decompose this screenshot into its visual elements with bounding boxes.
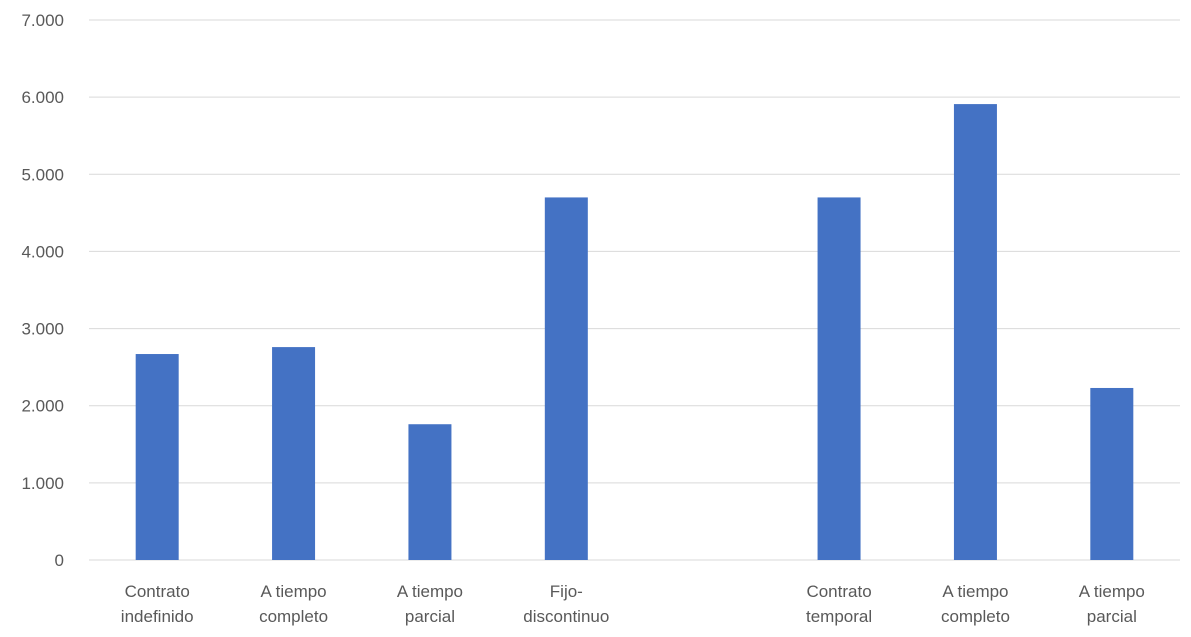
y-tick-label: 7.000 — [21, 11, 64, 30]
y-tick-label: 5.000 — [21, 165, 64, 184]
x-tick-label: Contrato indefinido — [121, 582, 194, 626]
x-tick-label: Contrato temporal — [806, 582, 872, 626]
x-tick-label: A tiempo parcial — [397, 582, 463, 626]
y-tick-label: 2.000 — [21, 397, 64, 416]
y-tick-label: 4.000 — [21, 242, 64, 261]
bar — [135, 354, 179, 560]
x-tick-label: Fijo-discontinuo — [523, 582, 609, 626]
x-tick-label: A tiempo completo — [259, 582, 328, 626]
y-axis-tick-labels: 0 1.000 2.000 3.000 4.000 5.000 6.000 7.000 — [21, 11, 64, 570]
bar — [408, 424, 452, 560]
bar — [544, 197, 588, 560]
x-tick-label: A tiempo completo — [941, 582, 1010, 626]
y-tick-label: 0 — [55, 551, 64, 570]
x-axis-tick-labels: Contrato indefinido A tiempo completo A tiem… — [121, 582, 1145, 626]
gridlines — [89, 19, 1180, 561]
bar — [817, 197, 861, 560]
y-tick-label: 6.000 — [21, 88, 64, 107]
bar — [272, 347, 316, 560]
y-tick-label: 1.000 — [21, 474, 64, 493]
bars — [135, 104, 1134, 560]
y-tick-label: 3.000 — [21, 320, 64, 339]
bar — [953, 104, 997, 560]
bar — [1090, 387, 1134, 560]
x-tick-label: A tiempo parcial — [1079, 582, 1145, 626]
